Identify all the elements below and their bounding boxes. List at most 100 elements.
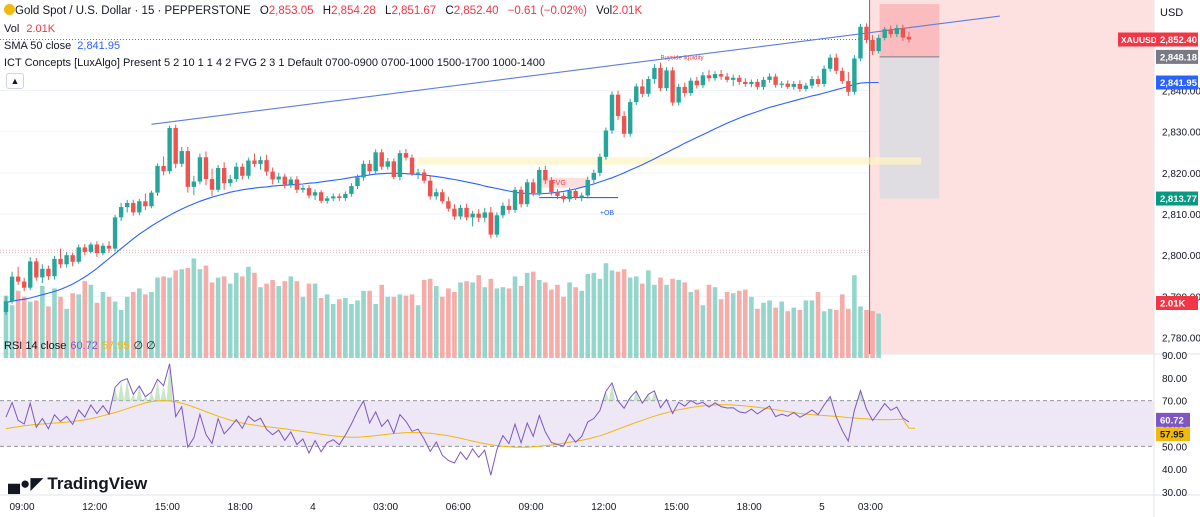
low-value: 2,851.67: [391, 5, 437, 17]
candle-body: [731, 77, 736, 80]
candle-body: [791, 83, 796, 87]
candle-body: [161, 165, 166, 172]
low-label: L: [385, 5, 392, 17]
volume-bar: [500, 287, 506, 358]
rsi-extra-value: ∅ ∅: [133, 340, 156, 352]
candle-body: [537, 170, 542, 194]
candle-body: [664, 70, 669, 89]
candle-body: [646, 79, 651, 94]
candle-body: [779, 83, 784, 85]
volume-bar: [312, 283, 318, 358]
candle-body: [815, 79, 821, 84]
volume-bar: [640, 283, 645, 358]
candle-body: [658, 67, 663, 89]
candle-body: [870, 39, 875, 52]
volume-bar: [755, 308, 760, 358]
volume-bar: [694, 289, 700, 358]
rsi-legend[interactable]: RSI 14 close 60.72 57.95 ∅ ∅: [4, 339, 156, 352]
candle-body: [858, 26, 863, 59]
volume-bar: [652, 284, 657, 358]
fvg-box: [539, 177, 588, 188]
time-tick-label: 5: [819, 502, 825, 513]
volume-bar: [21, 296, 27, 358]
candle-body: [282, 176, 287, 185]
rsi-overbought-fill: [136, 386, 143, 401]
sma-legend[interactable]: SMA 50 close 2,841.95: [4, 40, 120, 52]
candle-body: [803, 85, 809, 89]
volume-bar: [240, 276, 245, 358]
candle-body: [240, 166, 245, 176]
time-tick-label: 12:00: [82, 502, 107, 513]
candle-body: [349, 186, 354, 194]
time-tick-label: 18:00: [737, 502, 762, 513]
volume-bar: [191, 258, 197, 358]
volume-bar: [70, 293, 75, 358]
volume-bar: [355, 300, 360, 358]
volume-bar: [76, 294, 82, 358]
high-label: H: [322, 5, 332, 17]
volume-bar: [767, 300, 772, 358]
volume-bar: [827, 308, 833, 358]
candle-body: [258, 160, 263, 164]
volume-bar: [3, 295, 9, 358]
rsi-overbought-fill: [160, 385, 167, 401]
tradingview-logo[interactable]: ▄●◤ TradingView: [8, 474, 147, 494]
rsi-line: [5, 363, 910, 476]
price-badge-text: 2,841.95: [1160, 78, 1198, 89]
candle-body: [155, 165, 160, 193]
volume-bar: [173, 270, 178, 358]
volume-bar: [609, 270, 615, 358]
candle-body: [464, 207, 469, 218]
candle-body: [531, 182, 536, 194]
volume-bar: [482, 287, 488, 358]
candle-body: [203, 157, 209, 180]
rsi-overbought-fill: [651, 390, 658, 401]
volume-bar: [621, 269, 627, 358]
candle-body: [324, 198, 330, 201]
symbol-title[interactable]: Gold Spot / U.S. Dollar · 15 · PEPPERSTO…: [15, 5, 251, 17]
volume-bar: [464, 281, 469, 358]
candle-body: [118, 207, 124, 218]
candle-body: [70, 255, 75, 262]
short-position-zone: [869, 0, 1154, 354]
volume-bar: [397, 294, 403, 358]
volume-bar: [512, 276, 518, 358]
candle-body: [549, 180, 554, 193]
volume-bar: [597, 278, 603, 358]
symbol-legend[interactable]: Gold Spot / U.S. Dollar · 15 · PEPPERSTO…: [4, 4, 642, 17]
collapse-legend-button[interactable]: ▲: [6, 73, 24, 89]
volume-bar: [379, 284, 385, 358]
volume-bar: [282, 281, 288, 358]
symbol-badge: [1118, 32, 1156, 47]
candle-body: [294, 179, 300, 190]
volume-bar: [112, 301, 118, 358]
volume-label: Vol: [4, 23, 20, 35]
candle-body: [840, 70, 845, 82]
volume-bar: [276, 286, 281, 358]
high-value: 2,854.28: [331, 5, 376, 17]
candle-body: [506, 205, 512, 210]
volume-bar: [536, 280, 542, 358]
volume-bar: [567, 282, 572, 358]
volume-bar: [373, 304, 378, 358]
candle-body: [361, 163, 366, 178]
candle-body: [488, 212, 493, 235]
candle-body: [28, 261, 33, 288]
volume-bar: [506, 288, 512, 358]
candle-body: [409, 157, 415, 174]
ict-label: ICT Concepts [LuxAlgo] Present 5 2 10 1 …: [4, 57, 546, 69]
rsi-overbought-fill: [602, 391, 609, 401]
candle-body: [579, 195, 584, 198]
candle-body: [797, 83, 803, 89]
volume-bar: [221, 276, 227, 358]
ict-legend[interactable]: ICT Concepts [LuxAlgo] Present 5 2 10 1 …: [4, 57, 545, 69]
volume-bar: [773, 307, 778, 358]
candle-body: [52, 258, 57, 277]
volume-legend[interactable]: Vol 2.01K: [4, 23, 55, 35]
volume-bar: [524, 272, 530, 358]
candle-body: [609, 94, 615, 131]
time-tick-label: 15:00: [664, 502, 689, 513]
volume-bar: [106, 296, 112, 358]
volume-bar: [227, 283, 233, 358]
